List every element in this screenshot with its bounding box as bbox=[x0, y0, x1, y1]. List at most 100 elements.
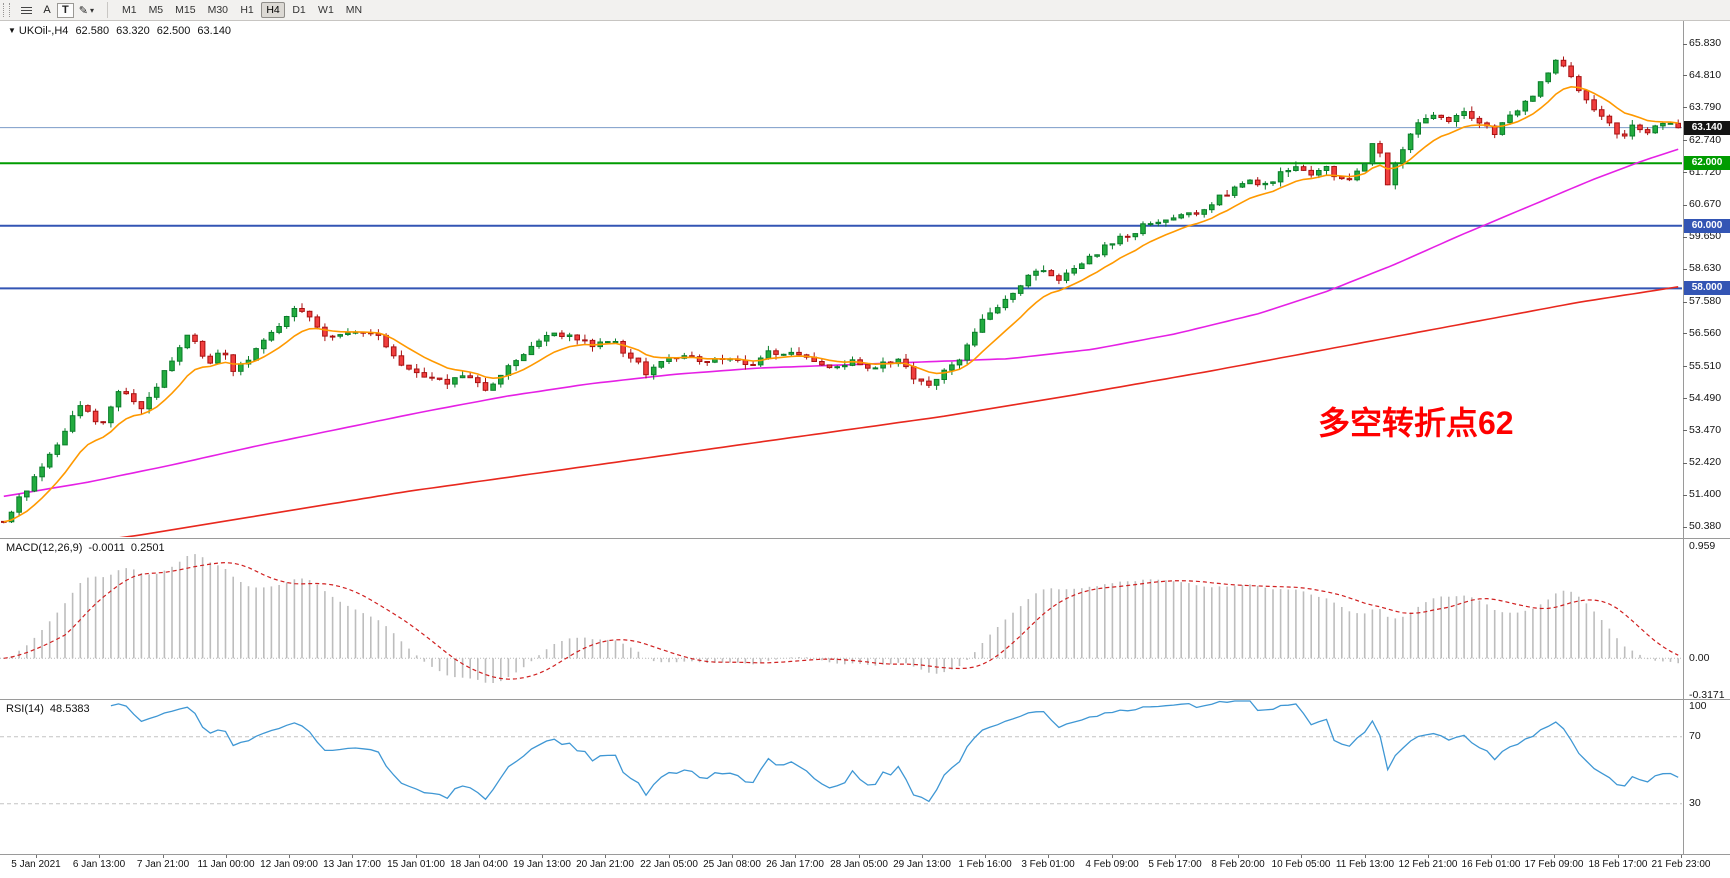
time-axis-label: 12 Feb 21:00 bbox=[1398, 859, 1458, 870]
macd-main-value: -0.0011 bbox=[88, 542, 125, 554]
timeframe-w1[interactable]: W1 bbox=[313, 2, 339, 18]
price-axis-tick bbox=[1683, 302, 1687, 303]
time-axis-label: 21 Feb 23:00 bbox=[1651, 859, 1711, 870]
ma-slow-line bbox=[119, 286, 1679, 537]
main-chart-canvas[interactable] bbox=[0, 21, 1682, 537]
price-axis-tick bbox=[1683, 269, 1687, 270]
toolbar-grip[interactable] bbox=[3, 3, 10, 17]
price-axis-label: 63.790 bbox=[1689, 100, 1722, 113]
ma-fast-line bbox=[3, 85, 1679, 523]
macd-signal-line bbox=[3, 561, 1679, 680]
price-axis-tick bbox=[1683, 172, 1687, 173]
time-axis-tick bbox=[1554, 855, 1555, 858]
annotation-tool-button[interactable]: A bbox=[37, 1, 57, 19]
time-axis-tick bbox=[36, 855, 37, 858]
time-axis-tick bbox=[605, 855, 606, 858]
price-axis-label: 65.830 bbox=[1689, 37, 1722, 50]
timeframe-h4[interactable]: H4 bbox=[261, 2, 286, 18]
text-tool-button[interactable]: T bbox=[57, 2, 74, 18]
timeframe-mn[interactable]: MN bbox=[341, 2, 367, 18]
horizontal-lines bbox=[0, 127, 1682, 290]
time-axis-label: 17 Feb 09:00 bbox=[1524, 859, 1584, 870]
time-axis-tick bbox=[859, 855, 860, 858]
ohlc-high: 63.320 bbox=[116, 25, 150, 37]
time-axis-tick bbox=[1175, 855, 1176, 858]
price-axis-label: 62.740 bbox=[1689, 133, 1722, 146]
price-axis-label: 52.420 bbox=[1689, 456, 1722, 469]
time-axis-label: 28 Jan 05:00 bbox=[830, 859, 888, 870]
time-axis-label: 11 Jan 00:00 bbox=[197, 859, 255, 870]
time-axis-tick bbox=[289, 855, 290, 858]
rsi-axis-label: 30 bbox=[1689, 797, 1701, 809]
time-axis-tick bbox=[985, 855, 986, 858]
time-axis-label: 15 Jan 01:00 bbox=[387, 859, 445, 870]
time-axis[interactable]: 5 Jan 2021 6 Jan 13:00 7 Jan 21:00 11 Jan 0… bbox=[0, 855, 1730, 878]
draw-tools-dropdown[interactable]: ✎ ▾ bbox=[74, 1, 99, 19]
time-axis-tick bbox=[99, 855, 100, 858]
ma-mid-line bbox=[3, 148, 1679, 498]
time-axis-label: 12 Jan 09:00 bbox=[260, 859, 318, 870]
price-axis-label: 58.630 bbox=[1689, 262, 1722, 275]
timeframe-m1[interactable]: M1 bbox=[117, 2, 142, 18]
pane-divider-rsi[interactable] bbox=[0, 699, 1730, 700]
rsi-axis-label: 70 bbox=[1689, 730, 1701, 742]
time-axis-label: 10 Feb 05:00 bbox=[1271, 859, 1331, 870]
symbol-ohlc-header: ▼ UKOil-,H4 62.580 63.320 62.500 63.140 bbox=[8, 25, 231, 37]
time-axis-label: 11 Feb 13:00 bbox=[1335, 859, 1395, 870]
macd-canvas[interactable] bbox=[0, 539, 1682, 698]
timeframe-m15[interactable]: M15 bbox=[170, 2, 200, 18]
charts-list-button[interactable] bbox=[16, 1, 37, 19]
price-axis-label: 51.400 bbox=[1689, 488, 1722, 501]
time-axis-tick bbox=[1301, 855, 1302, 858]
time-axis-tick bbox=[732, 855, 733, 858]
time-axis-tick bbox=[226, 855, 227, 858]
macd-axis-label: -0.3171 bbox=[1689, 689, 1725, 701]
time-axis-tick bbox=[669, 855, 670, 858]
price-axis-label: 60.670 bbox=[1689, 198, 1722, 211]
time-axis-label: 20 Jan 21:00 bbox=[576, 859, 634, 870]
rsi-value: 48.5383 bbox=[49, 703, 90, 715]
macd-name: MACD(12,26,9) bbox=[6, 542, 83, 554]
time-axis-label: 4 Feb 09:00 bbox=[1085, 859, 1139, 870]
macd-histogram bbox=[10, 554, 1679, 683]
time-axis-label: 18 Jan 04:00 bbox=[450, 859, 508, 870]
chart-shift-marker-icon: ▼ bbox=[8, 26, 16, 35]
time-axis-label: 29 Jan 13:00 bbox=[893, 859, 951, 870]
timeframe-d1[interactable]: D1 bbox=[287, 2, 311, 18]
time-axis-label: 16 Feb 01:00 bbox=[1461, 859, 1521, 870]
time-axis-label: 25 Jan 08:00 bbox=[703, 859, 761, 870]
rsi-name: RSI(14) bbox=[6, 703, 44, 715]
time-axis-label: 18 Feb 17:00 bbox=[1588, 859, 1648, 870]
level-badge-62: 62.000 bbox=[1684, 156, 1730, 170]
pane-divider-macd[interactable] bbox=[0, 538, 1730, 539]
time-axis-label: 3 Feb 01:00 bbox=[1021, 859, 1075, 870]
price-axis-tick bbox=[1683, 398, 1687, 399]
annotation-text[interactable]: 多空转折点62 bbox=[1318, 405, 1514, 441]
ohlc-open: 62.580 bbox=[75, 25, 110, 37]
price-axis-label: 53.470 bbox=[1689, 423, 1722, 436]
timeframe-m5[interactable]: M5 bbox=[144, 2, 169, 18]
time-axis-tick bbox=[1618, 855, 1619, 858]
time-axis-label: 6 Jan 13:00 bbox=[72, 859, 126, 870]
time-axis-label: 22 Jan 05:00 bbox=[640, 859, 698, 870]
rsi-axis-label: 100 bbox=[1689, 700, 1707, 712]
toolbar: A T ✎ ▾ M1 M5 M15 M30 H1 H4 D1 W1 MN bbox=[0, 0, 1730, 21]
timeframe-m30[interactable]: M30 bbox=[203, 2, 233, 18]
toolbar-separator bbox=[106, 2, 108, 18]
price-axis-label: 55.510 bbox=[1689, 359, 1722, 372]
rsi-canvas[interactable] bbox=[0, 700, 1682, 854]
price-axis-tick bbox=[1683, 366, 1687, 367]
price-axis-label: 50.380 bbox=[1689, 520, 1722, 533]
time-axis-label: 26 Jan 17:00 bbox=[766, 859, 824, 870]
price-axis-border bbox=[1683, 20, 1684, 854]
time-axis-tick bbox=[1428, 855, 1429, 858]
time-axis-border bbox=[0, 854, 1730, 855]
time-axis-tick bbox=[1112, 855, 1113, 858]
time-axis-label: 1 Feb 16:00 bbox=[958, 859, 1012, 870]
time-axis-label: 19 Jan 13:00 bbox=[513, 859, 571, 870]
price-axis-tick bbox=[1683, 107, 1687, 108]
ohlc-low: 62.500 bbox=[156, 25, 191, 37]
price-axis-label: 64.810 bbox=[1689, 68, 1722, 81]
timeframe-h1[interactable]: H1 bbox=[235, 2, 259, 18]
